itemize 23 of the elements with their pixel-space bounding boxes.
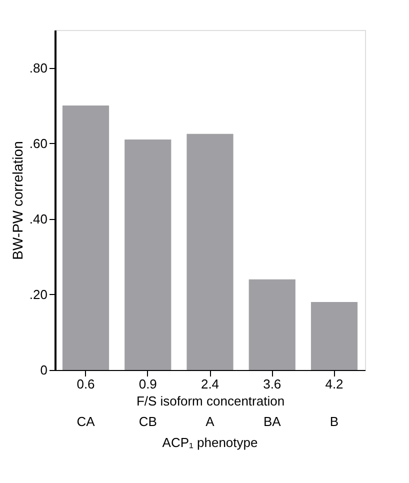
text: BA	[263, 414, 282, 429]
x-axis-title: F/S isoform concentration	[136, 394, 285, 408]
text: B	[330, 414, 339, 429]
y-tick-label: 0	[40, 362, 48, 378]
y-axis-title: BW-PW correlation	[9, 141, 26, 260]
x-tick-label: 3.6	[263, 376, 282, 392]
text: CA	[76, 414, 96, 429]
y-tick-label: .40	[29, 211, 48, 226]
bar	[62, 106, 110, 370]
text: ACP₁ phenotype	[162, 435, 258, 450]
bar	[186, 134, 234, 370]
bar	[310, 302, 358, 370]
x-tick-label: 4.2	[325, 376, 344, 392]
text: A	[206, 414, 215, 429]
text: CB	[138, 414, 157, 429]
x-tick-label: 0.9	[138, 376, 157, 392]
y-tick-label: .20	[29, 286, 48, 302]
bar	[124, 140, 172, 370]
y-tick-label: .60	[29, 136, 48, 151]
x-tick-label: 2.4	[200, 376, 220, 392]
x-tick-label: 0.6	[76, 376, 95, 392]
y-tick-label: .80	[29, 60, 48, 76]
bar	[248, 279, 296, 370]
